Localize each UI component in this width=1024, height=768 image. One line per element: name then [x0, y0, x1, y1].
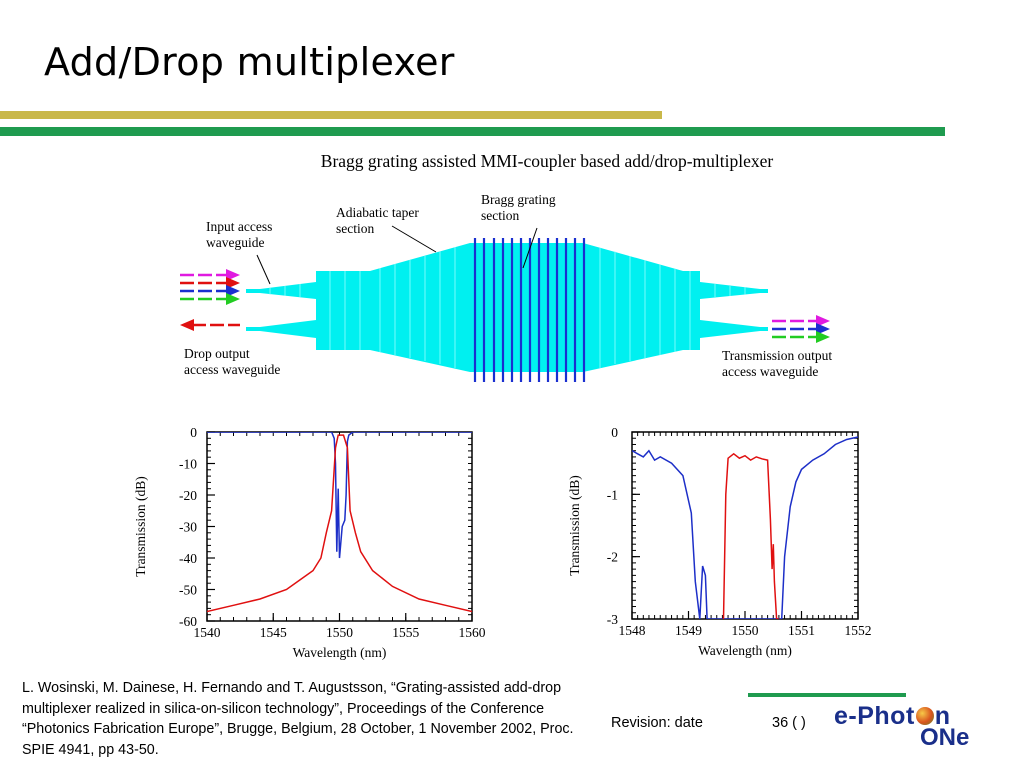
- input-waveguide-label: Input access waveguide: [206, 219, 272, 251]
- x-tick-label: 1540: [194, 625, 221, 640]
- input-waveguide-top: [246, 282, 316, 299]
- green-divider: [0, 127, 945, 136]
- y-tick-label: -3: [607, 612, 618, 627]
- x-tick-label: 1545: [260, 625, 287, 640]
- x-tick-label: 1560: [459, 625, 486, 640]
- y-axis-label: Transmission (dB): [567, 475, 582, 575]
- bragg-label-line1: Bragg grating: [481, 192, 556, 207]
- taper-label-line2: section: [336, 221, 375, 236]
- transmission-arrows: [772, 315, 830, 343]
- logo-top-text: e-Phot n: [834, 702, 951, 730]
- taper-section-label: Adiabatic taper section: [336, 205, 419, 237]
- input-label-line2: waveguide: [206, 235, 265, 250]
- diagram-title: Bragg grating assisted MMI-coupler based…: [320, 151, 774, 171]
- taper-label-line1: Adiabatic taper: [336, 205, 419, 220]
- page-title: Add/Drop multiplexer: [44, 40, 455, 84]
- series-line-red: [722, 452, 779, 619]
- y-tick-label: -2: [607, 550, 618, 565]
- ephoton-one-logo: e-Phot n ONe: [834, 702, 994, 758]
- input-callout-line: [256, 254, 271, 285]
- logo-bottom-text: ONe: [920, 724, 970, 751]
- x-tick-label: 1552: [845, 623, 872, 638]
- device-diagram: [180, 225, 830, 382]
- taper-callout-line: [391, 225, 437, 253]
- revision-text: Revision: date: [611, 715, 703, 731]
- input-waveguide-bottom: [246, 320, 316, 338]
- bragg-grating-lines: [473, 238, 586, 382]
- trans-label-line2: access waveguide: [722, 364, 819, 379]
- series-line-red: [207, 434, 472, 613]
- x-tick-label: 1555: [392, 625, 419, 640]
- y-tick-label: 0: [611, 425, 618, 440]
- y-tick-label: -40: [179, 551, 197, 566]
- series-line-blue: [207, 432, 472, 559]
- transmission-output-label: Transmission output access waveguide: [722, 348, 832, 380]
- y-tick-label: -10: [179, 457, 197, 472]
- drop-label-line1: Drop output: [184, 346, 250, 361]
- x-tick-label: 1551: [788, 623, 815, 638]
- y-tick-label: -60: [179, 614, 197, 629]
- citation-text: L. Wosinski, M. Dainese, H. Fernando and…: [22, 680, 574, 758]
- trans-label-line1: Transmission output: [722, 348, 833, 363]
- bragg-section-label: Bragg grating section: [481, 192, 556, 224]
- footer-green-line: [748, 693, 906, 697]
- x-tick-label: 1550: [732, 623, 759, 638]
- drop-arrow: [180, 319, 240, 331]
- y-tick-label: -1: [607, 487, 618, 502]
- bragg-label-line2: section: [481, 208, 520, 223]
- y-tick-label: -50: [179, 583, 197, 598]
- drop-output-label: Drop output access waveguide: [184, 346, 280, 378]
- series-line-blue: [632, 436, 858, 619]
- output-waveguide-top: [700, 282, 768, 299]
- bragg-callout-line: [522, 227, 538, 269]
- y-axis-label: Transmission (dB): [133, 476, 148, 576]
- x-tick-label: 1550: [326, 625, 353, 640]
- y-tick-label: 0: [190, 425, 197, 440]
- x-axis-label: Wavelength (nm): [293, 645, 387, 660]
- x-tick-label: 1549: [675, 623, 702, 638]
- globe-icon: [915, 707, 934, 725]
- taper-segment-lines: [269, 247, 746, 368]
- x-axis-label: Wavelength (nm): [698, 643, 792, 658]
- output-waveguide-bottom: [700, 320, 768, 338]
- input-arrows: [180, 269, 240, 305]
- page-number: 36 ( ): [772, 715, 806, 731]
- input-label-line1: Input access: [206, 219, 273, 234]
- y-tick-label: -20: [179, 488, 197, 503]
- y-tick-label: -30: [179, 520, 197, 535]
- mmi-body: [316, 243, 700, 372]
- x-tick-label: 1548: [619, 623, 646, 638]
- gold-divider: [0, 111, 662, 119]
- drop-label-line2: access waveguide: [184, 362, 281, 377]
